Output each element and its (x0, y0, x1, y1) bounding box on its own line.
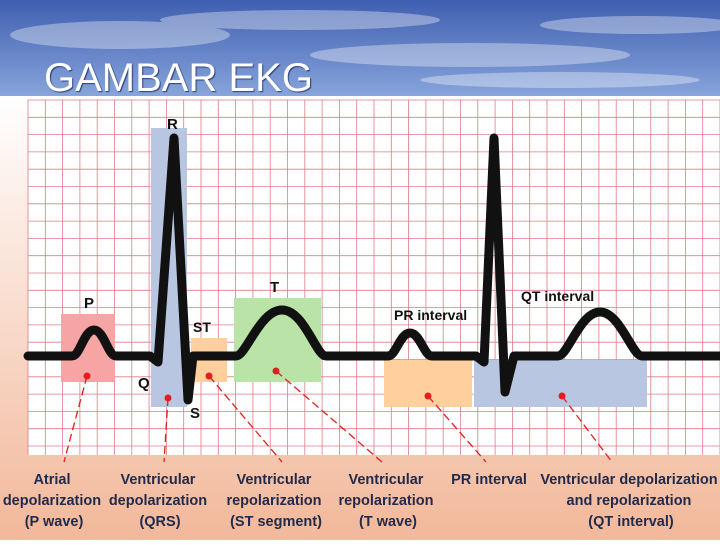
pointer-line-qt (561, 395, 613, 463)
caption-pr-interval: PR interval (451, 472, 527, 488)
wave-label-st: ST (193, 319, 211, 335)
sky-background (0, 0, 720, 100)
marker-dot-t (272, 367, 280, 375)
pr-interval-band (384, 360, 472, 407)
wave-label-r: R (167, 116, 178, 133)
pointer-line-qrs (163, 397, 169, 463)
caption-qt-interval: Ventricular depolarization and repolariz… (540, 472, 720, 530)
ekg-grid (27, 99, 720, 455)
marker-dot-p (83, 372, 91, 380)
marker-dot-qrs (164, 394, 172, 402)
marker-dot-qt (558, 392, 566, 400)
caption-t-wave: Ventricular repolarization (T wave) (338, 472, 437, 530)
pointer-line-pr (427, 395, 487, 463)
wave-label-s: S (190, 405, 200, 422)
caption-qrs: Ventricular depolarization (QRS) (109, 472, 211, 530)
caption-p-wave: Atrial depolarization (P wave) (3, 472, 105, 530)
ecg-trace (23, 133, 720, 405)
caption-st-segment: Ventricular repolarization (ST segment) (226, 472, 325, 530)
pointer-line-st (208, 375, 283, 463)
cloud-decoration (10, 10, 720, 88)
caption-group: Atrial depolarization (P wave) Ventricul… (3, 472, 720, 530)
pointer-line-p (63, 375, 88, 463)
pointer-lines (63, 370, 613, 463)
marker-dot-pr (424, 392, 432, 400)
marker-dots (83, 367, 566, 402)
wave-label-pr-interval: PR interval (394, 307, 467, 323)
marker-dot-st (205, 372, 213, 380)
wave-label-p: P (84, 295, 94, 312)
wave-label-t: T (270, 279, 279, 296)
wave-label-qt-interval: QT interval (521, 288, 594, 304)
slide-title: GAMBAR EKG (44, 56, 313, 100)
wave-label-q: Q (138, 375, 150, 392)
